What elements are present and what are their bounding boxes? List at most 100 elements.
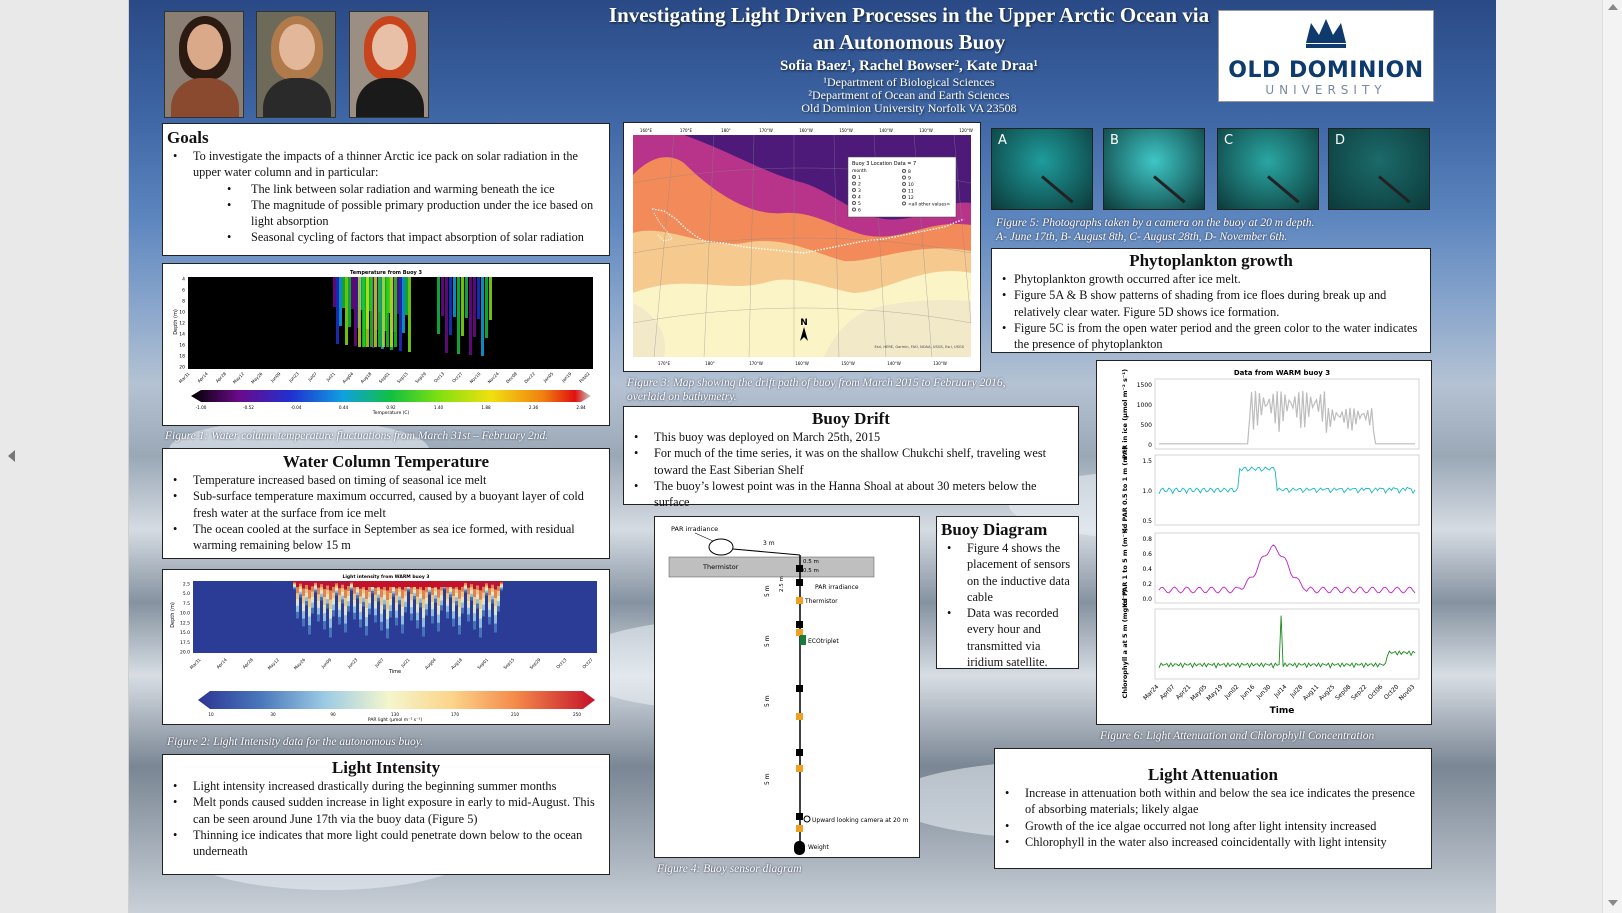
fig6-ytick: 0 <box>1148 442 1152 449</box>
fig2-heat-cell <box>374 594 377 602</box>
fig1-heat-cell <box>360 277 363 310</box>
fig2-heat-cell <box>491 592 494 597</box>
fig2-heat-cell <box>395 617 398 626</box>
fig2-heat-cell <box>335 592 338 596</box>
fig2-heat-cell <box>362 585 365 590</box>
fig4-eco-label: ECOtriplet <box>808 638 839 645</box>
fig2-heat-cell <box>482 586 485 594</box>
fig1-ytick: 4 <box>182 277 185 283</box>
fig2-heat-cell <box>473 605 476 614</box>
fig2-heat-cell <box>395 595 398 604</box>
scroll-down-arrow-icon[interactable] <box>1608 900 1618 906</box>
fig2-heat-cell <box>470 596 473 601</box>
fig1-cbar-tick: 1.88 <box>481 405 491 410</box>
fig2-heat-cell <box>323 605 326 614</box>
fig2-heat-cell <box>491 599 494 604</box>
fig2-heat-cell <box>461 607 464 614</box>
fig2-heat-cell <box>308 589 311 600</box>
buoy-drift-loop <box>653 212 673 242</box>
fig1-xtick: Dec08 <box>505 371 518 384</box>
figure-3-map: 160°E 170°E 180° 170°W 160°W 150°W 140°W 130°W 1… <box>623 122 981 372</box>
goals-item: The link between solar radiation and war… <box>167 181 605 198</box>
fig2-heat-cell <box>491 588 494 593</box>
fig2-heat-cell <box>362 589 365 594</box>
figure-3-caption: Figure 3: Map showing the drift path of … <box>627 377 1006 403</box>
atten-heading: Light Attenuation <box>1148 765 1278 784</box>
fig2-heat-cell <box>338 588 341 596</box>
drift-item: This buoy was deployed on March 25th, 20… <box>628 429 1074 446</box>
fig2-heat-cell <box>392 591 395 594</box>
light-item: Light intensity increased drastically du… <box>167 778 605 795</box>
fig2-heat-cell <box>299 594 302 598</box>
fig1-heat-cell <box>477 277 480 319</box>
fig2-heat-cell <box>302 618 305 627</box>
fig1-xtick: Jul07 <box>306 371 318 383</box>
fig2-xlabel: Time <box>388 669 401 675</box>
fig2-cbar-label: PAR light (μmol m⁻² s⁻¹) <box>368 717 422 723</box>
sensor-black <box>796 579 803 586</box>
fig2-heat-cell <box>431 602 434 610</box>
north-arrow-label: N <box>800 318 808 328</box>
fig2-heat-cell <box>440 595 443 601</box>
fig2-heat-cell <box>329 581 332 591</box>
fig1-xtick: Feb02 <box>578 371 591 384</box>
fig6-xtick: Jun02 <box>1223 683 1241 701</box>
fig1-xtick: May12 <box>232 371 246 385</box>
fig4-5m-a: 5 m <box>764 585 771 597</box>
fig2-heat-cell <box>449 591 452 595</box>
fig2-heat-cell <box>497 601 500 607</box>
fig2-heat-cell <box>479 581 482 591</box>
figure-1-chart: Temperature from Buoy 3 Depth (m) 4 6 8 10 1… <box>173 270 593 416</box>
previous-page-arrow-icon[interactable] <box>8 450 15 462</box>
fig2-heat-cell <box>485 592 488 596</box>
fig1-cbar-tick: 1.40 <box>434 405 444 410</box>
buoy-diagram-box: Buoy Diagram Figure 4 shows the placemen… <box>936 516 1079 669</box>
fig2-heat-cell <box>431 616 434 624</box>
fig2-heat-cell <box>299 581 302 585</box>
fig2-heat-cell <box>383 604 386 610</box>
fig2-heat-cell <box>437 597 440 607</box>
affiliation-1: ¹Department of Biological Sciences <box>823 75 995 89</box>
buoy-drift-path <box>651 208 965 254</box>
fig1-ylabel: Depth (m) <box>173 309 179 335</box>
fig2-heat-cell <box>452 618 455 627</box>
fig2-heat-cell <box>413 593 416 597</box>
fig2-heat-cell <box>329 599 332 610</box>
goals-heading: Goals <box>167 128 209 147</box>
fig2-heat-cell <box>341 592 344 597</box>
map-top-tick: 140°W <box>879 128 893 133</box>
fig2-heat-cell <box>410 587 413 595</box>
fig1-heat-cell <box>469 277 472 355</box>
scroll-up-arrow-icon[interactable] <box>1608 4 1618 10</box>
land-alaska <box>824 300 971 357</box>
vertical-scrollbar[interactable] <box>1602 0 1622 913</box>
fig2-heat-cell <box>350 585 353 588</box>
poster-title-line2: an Autonomous Buoy <box>812 30 1006 54</box>
fig2-heat-cell <box>320 593 323 598</box>
fig2-heat-cell <box>437 589 440 599</box>
fig2-heat-cell <box>413 587 416 591</box>
fig2-heat-cell <box>338 595 341 603</box>
map-top-tick: 120°W <box>959 128 973 133</box>
figure-6-chart: Data from WARM buoy 3 1500 1000 500 0 PAR in… <box>1121 369 1420 716</box>
fig2-heat-cell <box>470 593 473 598</box>
fig2-heat-cell <box>470 584 473 588</box>
fig2-heat-cell <box>416 588 419 598</box>
fig2-heat-cell <box>494 615 497 624</box>
fig2-heat-cell <box>431 609 434 617</box>
fig2-heat-cell <box>350 584 353 586</box>
fig1-cbar-tick: 2.36 <box>529 405 539 410</box>
fig4-par-label: PAR irradiance <box>815 584 859 591</box>
fig2-xtick: Oct13 <box>555 657 568 670</box>
fig2-heat-cell <box>296 593 299 600</box>
fig2-heat-cell <box>482 598 485 605</box>
fig2-heat-cell <box>326 603 329 609</box>
fig1-heat-cell <box>366 277 369 347</box>
fig2-heat-cell <box>365 599 368 609</box>
fig2-cbar-tick: 90 <box>330 712 336 717</box>
figure-4-svg: PAR irradiance 3 m Thermistor 0.5 m 0.5 … <box>668 525 909 855</box>
fig1-heat-cell <box>402 277 405 333</box>
fig2-heat-cell <box>302 596 305 604</box>
fig2-heat-cell <box>317 587 320 595</box>
fig2-heat-cell <box>371 591 374 594</box>
